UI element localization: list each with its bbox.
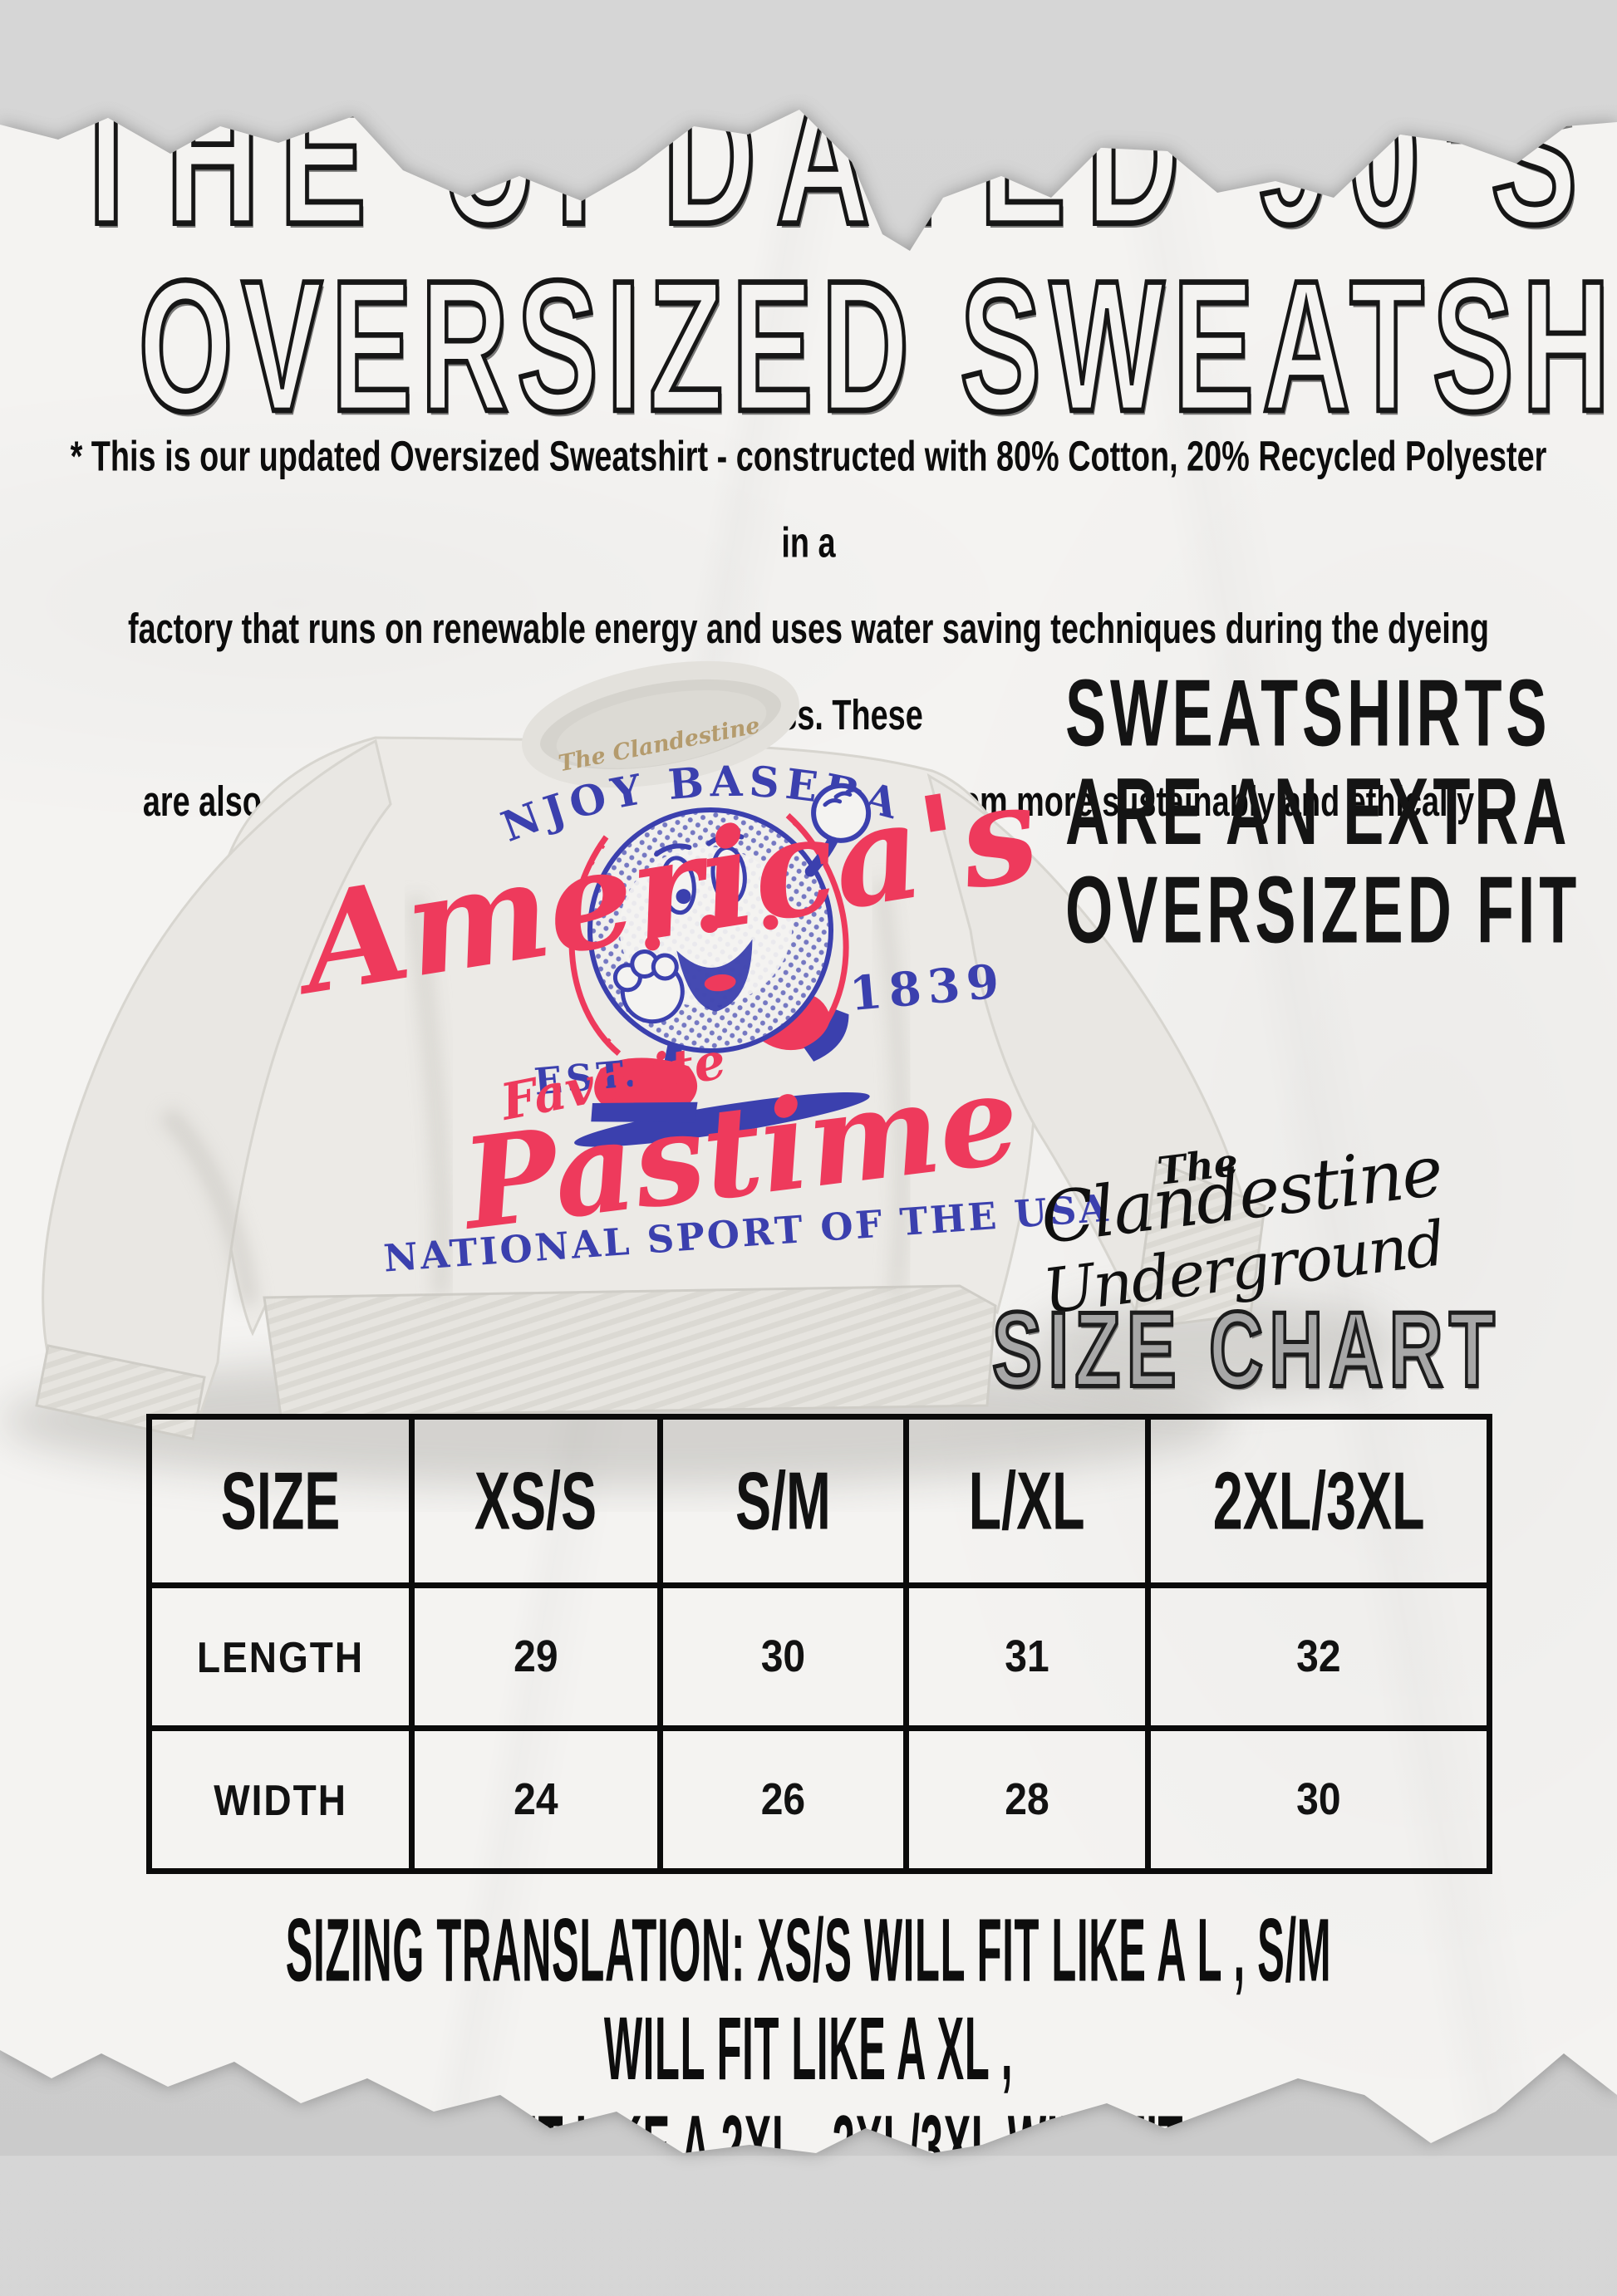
width-xss-value: 24 [514, 1774, 558, 1826]
column-header-size: SIZE [150, 1417, 412, 1586]
length-sm-cell: 30 [660, 1586, 907, 1729]
column-header-lxl-text: L/XL [969, 1454, 1085, 1548]
width-2xl3xl-value: 30 [1296, 1774, 1340, 1826]
column-header-sm-text: S/M [735, 1454, 831, 1548]
length-lxl-value: 31 [1005, 1631, 1049, 1683]
width-row-label: WIDTH [214, 1774, 347, 1824]
fit-note-text: SWEATSHIRTS ARE AN EXTRA OVERSIZED FIT [1065, 665, 1580, 960]
sizing-translation: SIZING TRANSLATION: XS/S WILL FIT LIKE A… [0, 1902, 1617, 2165]
length-xss-cell: 29 [412, 1586, 660, 1729]
page-title-line1-text: THE UPDATED 90'S [66, 48, 1597, 268]
length-row-label-cell: LENGTH [150, 1586, 412, 1729]
length-row-label: LENGTH [197, 1631, 364, 1681]
column-header-xss: XS/S [412, 1417, 660, 1586]
waistband [264, 1286, 995, 1416]
size-chart-header-row: SIZE XS/S S/M L/XL 2XL/3XL [150, 1417, 1490, 1586]
width-2xl3xl-cell: 30 [1148, 1729, 1489, 1872]
size-chart-heading-text: SIZE CHART [992, 1289, 1501, 1411]
width-sm-value: 26 [761, 1774, 805, 1826]
length-sm-value: 30 [761, 1631, 805, 1683]
width-row-label-cell: WIDTH [150, 1729, 412, 1872]
column-header-xss-text: XS/S [474, 1454, 597, 1548]
width-xss-cell: 24 [412, 1729, 660, 1872]
length-lxl-cell: 31 [907, 1586, 1148, 1729]
torn-paper-sheet: THE UPDATED 90'S OVERSIZED SWEATSHIRT * … [0, 0, 1617, 2156]
width-lxl-cell: 28 [907, 1729, 1148, 1872]
column-header-sm: S/M [660, 1417, 907, 1586]
width-row: WIDTH 24 26 28 30 [150, 1729, 1490, 1872]
column-header-2xl3xl: 2XL/3XL [1148, 1417, 1489, 1586]
sizing-translation-text: SIZING TRANSLATION: XS/S WILL FIT LIKE A… [258, 1902, 1358, 2296]
length-2xl3xl-cell: 32 [1148, 1586, 1489, 1729]
page-title-line1: THE UPDATED 90'S [0, 48, 1617, 211]
length-xss-value: 29 [514, 1631, 558, 1683]
product-infographic: { "title": { "line1": "THE UPDATED 90'S"… [0, 0, 1617, 2156]
column-header-lxl: L/XL [907, 1417, 1148, 1586]
length-2xl3xl-value: 32 [1296, 1631, 1340, 1683]
size-chart-table: SIZE XS/S S/M L/XL 2XL/3XL LENGTH 29 30 … [146, 1414, 1492, 1874]
size-chart-heading: SIZE CHART [937, 1289, 1556, 1385]
length-row: LENGTH 29 30 31 32 [150, 1586, 1490, 1729]
width-sm-cell: 26 [660, 1729, 907, 1872]
page-title-line2: OVERSIZED SWEATSHIRT [0, 239, 1617, 402]
paper-background: THE UPDATED 90'S OVERSIZED SWEATSHIRT * … [0, 0, 1617, 2156]
column-header-2xl3xl-text: 2XL/3XL [1212, 1454, 1424, 1548]
column-header-size-text: SIZE [221, 1454, 341, 1548]
width-lxl-value: 28 [1005, 1774, 1049, 1826]
fit-note: SWEATSHIRTS ARE AN EXTRA OVERSIZED FIT [1065, 665, 1597, 861]
